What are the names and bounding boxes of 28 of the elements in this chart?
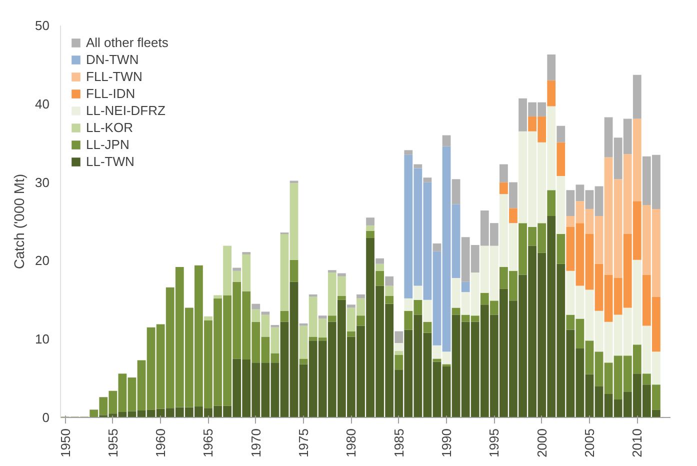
x-tick-label: 1970 (248, 428, 264, 458)
legend-label: All other fleets (86, 35, 168, 50)
y-tick-label: 0 (42, 410, 50, 425)
x-tick-label: 1975 (296, 428, 312, 458)
legend-label: FLL-TWN (86, 69, 142, 84)
x-tick-label: 1950 (58, 428, 73, 458)
legend-label: LL-KOR (86, 120, 133, 135)
y-tick-label: 20 (35, 253, 50, 268)
y-tick-label: 40 (35, 96, 50, 112)
y-tick-label: 50 (35, 18, 50, 33)
x-tick-label: 1965 (200, 428, 216, 458)
legend-label: LL-NEI-DFRZ (86, 103, 166, 118)
x-tick-label: 1985 (391, 428, 406, 458)
x-tick-label: 1980 (344, 428, 359, 458)
x-tick-label: 1960 (153, 428, 168, 458)
x-tick-label: 1995 (486, 428, 502, 458)
x-tick-label: 1990 (439, 428, 454, 458)
legend-label: DN-TWN (86, 52, 139, 67)
y-tick-label: 10 (35, 332, 50, 347)
y-tick-label: 30 (35, 174, 50, 190)
x-tick-label: 2000 (534, 428, 550, 458)
x-tick-label: 1955 (105, 428, 120, 458)
y-axis-title: Catch ('000 Mt) (11, 174, 28, 270)
x-tick-label: 2010 (630, 428, 645, 458)
x-tick-label: 2005 (582, 428, 597, 458)
legend-label: LL-TWN (86, 154, 134, 169)
legend-label: FLL-IDN (86, 86, 136, 101)
legend-label: LL-JPN (86, 137, 130, 152)
